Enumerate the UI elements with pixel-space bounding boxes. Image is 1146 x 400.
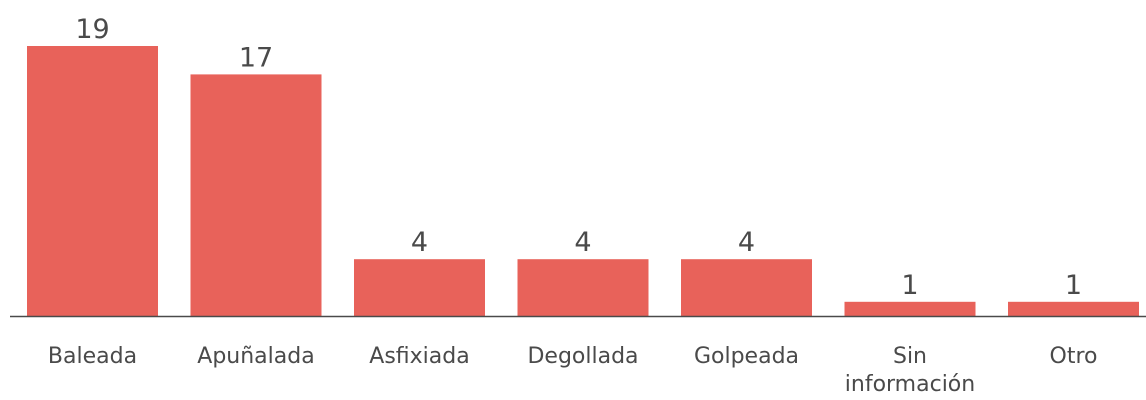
- category-label-4: Degollada: [527, 344, 638, 369]
- bars-group: [27, 46, 1139, 317]
- bar-2: [190, 74, 322, 317]
- category-label-line: Golpeada: [694, 344, 799, 369]
- data-label-5: 4: [738, 227, 755, 258]
- value-labels-group: 19 17 4 4 4 1 1: [75, 14, 1082, 301]
- data-label-1: 19: [75, 14, 109, 45]
- category-label-line: Sin: [893, 344, 927, 369]
- category-label-line: Degollada: [527, 344, 638, 369]
- category-label-1: Baleada: [48, 344, 137, 369]
- category-label-7: Otro: [1050, 344, 1098, 369]
- bar-1: [27, 46, 158, 316]
- category-label-line: Apuñalada: [197, 344, 314, 369]
- data-label-4: 4: [574, 227, 591, 258]
- category-label-line: Baleada: [48, 344, 137, 369]
- bar-7: [1008, 301, 1139, 316]
- category-label-2: Apuñalada: [197, 344, 314, 369]
- category-label-line: Otro: [1050, 344, 1098, 369]
- category-label-line: información: [845, 372, 975, 397]
- bar-4: [517, 259, 649, 316]
- data-label-3: 4: [411, 227, 428, 258]
- category-label-3: Asfixiada: [369, 344, 469, 369]
- data-label-6: 1: [901, 270, 918, 301]
- bar-6: [844, 301, 976, 316]
- bar-5: [681, 259, 812, 316]
- category-labels-group: Baleada Apuñalada Asfixiada Degollada Golpea…: [48, 344, 1098, 397]
- category-label-6: Sin información: [845, 344, 975, 397]
- category-label-5: Golpeada: [694, 344, 799, 369]
- category-label-line: Asfixiada: [369, 344, 469, 369]
- bar-3: [354, 259, 485, 316]
- data-label-7: 1: [1065, 270, 1082, 301]
- data-label-2: 17: [239, 42, 273, 73]
